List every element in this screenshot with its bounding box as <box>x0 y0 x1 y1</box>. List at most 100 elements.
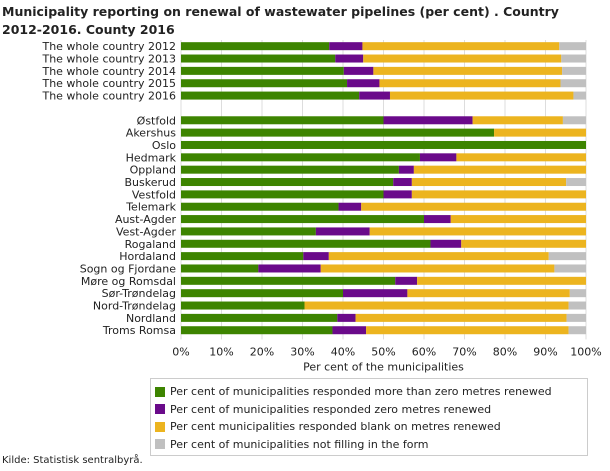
bar-segment-3 <box>373 66 563 75</box>
bar-segment-4 <box>566 313 586 322</box>
bar-segment-4 <box>566 178 586 187</box>
legend-label: Per cent municipalities responded blank … <box>170 420 501 434</box>
x-tick-label: 0% <box>172 345 189 358</box>
bar-segment-3 <box>411 178 567 187</box>
y-tick-label: Buskerud <box>125 176 176 189</box>
bar-segment-3 <box>379 79 561 88</box>
legend-swatch <box>155 386 165 397</box>
bar-segment-4 <box>561 54 586 63</box>
bar-segment-1 <box>181 42 330 51</box>
bar-segment-3 <box>366 326 569 335</box>
y-tick-label: Telemark <box>125 201 176 214</box>
bar-segment-1 <box>181 215 424 224</box>
bar-segment-2 <box>335 54 364 63</box>
legend-item: Per cent of municipalities not filling i… <box>155 436 587 454</box>
bar-segment-3 <box>411 190 586 199</box>
bar-segment-2 <box>393 178 412 187</box>
bar-segment-3 <box>320 264 555 273</box>
bar-segment-2 <box>395 276 418 285</box>
bar-segment-4 <box>562 116 586 125</box>
bar-segment-1 <box>181 227 316 236</box>
bar-segment-1 <box>181 79 348 88</box>
bar-segment-2 <box>337 313 356 322</box>
bar-segment-4 <box>559 42 586 51</box>
x-tick-label: 100% <box>570 345 601 358</box>
bar-segment-1 <box>181 326 333 335</box>
bar-segment-3 <box>389 91 574 100</box>
bar-segment-1 <box>181 178 394 187</box>
bar-segment-2 <box>315 227 370 236</box>
legend-label: Per cent of municipalities responded mor… <box>170 385 552 399</box>
bar-segment-1 <box>181 140 586 149</box>
y-tick-label: Møre og Romsdal <box>81 275 176 288</box>
bar-segment-1 <box>181 66 344 75</box>
bar-segment-2 <box>343 66 374 75</box>
bar-segment-3 <box>328 252 549 261</box>
bar-segment-3 <box>407 289 570 298</box>
legend-label: Per cent of municipalities not filling i… <box>170 437 429 451</box>
y-tick-label: Sør-Trøndelag <box>102 287 176 300</box>
bar-segment-3 <box>361 202 586 211</box>
bar-segment-2 <box>338 202 362 211</box>
bar-segment-4 <box>568 301 586 310</box>
bar-segment-2 <box>419 153 457 162</box>
bar-segment-4 <box>569 289 586 298</box>
x-tick-label: 80% <box>493 345 517 358</box>
y-tick-label: Nordland <box>126 312 176 325</box>
x-tick-label: 40% <box>331 345 355 358</box>
bar-segment-1 <box>181 91 360 100</box>
bar-segment-1 <box>181 116 384 125</box>
bar-segment-3 <box>450 215 586 224</box>
x-tick-label: 70% <box>452 345 476 358</box>
bar-segment-2 <box>430 239 462 248</box>
y-tick-label: Hedmark <box>126 151 177 164</box>
bar-segment-1 <box>181 289 343 298</box>
bar-segment-1 <box>181 202 339 211</box>
y-tick-label: Oppland <box>130 164 176 177</box>
bar-segment-3 <box>363 54 562 63</box>
bar-segment-3 <box>417 276 586 285</box>
legend-item: Per cent municipalities responded blank … <box>155 418 587 436</box>
bar-segment-1 <box>181 153 420 162</box>
x-tick-label: 60% <box>412 345 436 358</box>
bar-segment-3 <box>494 128 586 137</box>
bar-segment-3 <box>456 153 586 162</box>
bar-segment-3 <box>472 116 563 125</box>
chart-title: Municipality reporting on renewal of was… <box>2 4 559 37</box>
bar-segment-1 <box>181 190 384 199</box>
bar-segment-4 <box>573 91 586 100</box>
bar-segment-4 <box>568 326 586 335</box>
bar-segment-2 <box>258 264 321 273</box>
x-tick-label: 20% <box>250 345 274 358</box>
y-tick-label: The whole country 2012 <box>41 40 176 53</box>
x-tick-label: 50% <box>371 345 395 358</box>
y-tick-label: Oslo <box>152 139 176 152</box>
bar-segment-4 <box>548 252 586 261</box>
source-note: Kilde: Statistisk sentralbyrå. <box>2 455 143 466</box>
y-tick-label: The whole country 2016 <box>41 90 176 103</box>
x-tick-label: 90% <box>533 345 557 358</box>
bar-segment-2 <box>398 165 414 174</box>
bar-segment-3 <box>362 42 560 51</box>
bar-segment-3 <box>369 227 586 236</box>
y-tick-label: The whole country 2015 <box>41 77 176 90</box>
bar-segment-4 <box>560 79 586 88</box>
y-tick-label: The whole country 2014 <box>41 65 176 78</box>
bar-segment-4 <box>554 264 586 273</box>
y-tick-label: Nord-Trøndelag <box>93 300 176 313</box>
y-tick-label: Vestfold <box>132 188 176 201</box>
bar-segment-2 <box>347 79 380 88</box>
x-tick-label: 30% <box>290 345 314 358</box>
y-tick-label: The whole country 2013 <box>41 53 176 66</box>
bar-segment-1 <box>181 54 336 63</box>
bar-segment-1 <box>181 252 304 261</box>
legend-item: Per cent of municipalities responded mor… <box>155 383 587 401</box>
legend-swatch <box>155 421 165 432</box>
bar-segment-2 <box>424 215 451 224</box>
bar-segment-4 <box>562 66 586 75</box>
legend-swatch <box>155 404 165 415</box>
bar-segment-3 <box>461 239 586 248</box>
bar-segment-2 <box>383 116 473 125</box>
bar-segment-2 <box>383 190 412 199</box>
